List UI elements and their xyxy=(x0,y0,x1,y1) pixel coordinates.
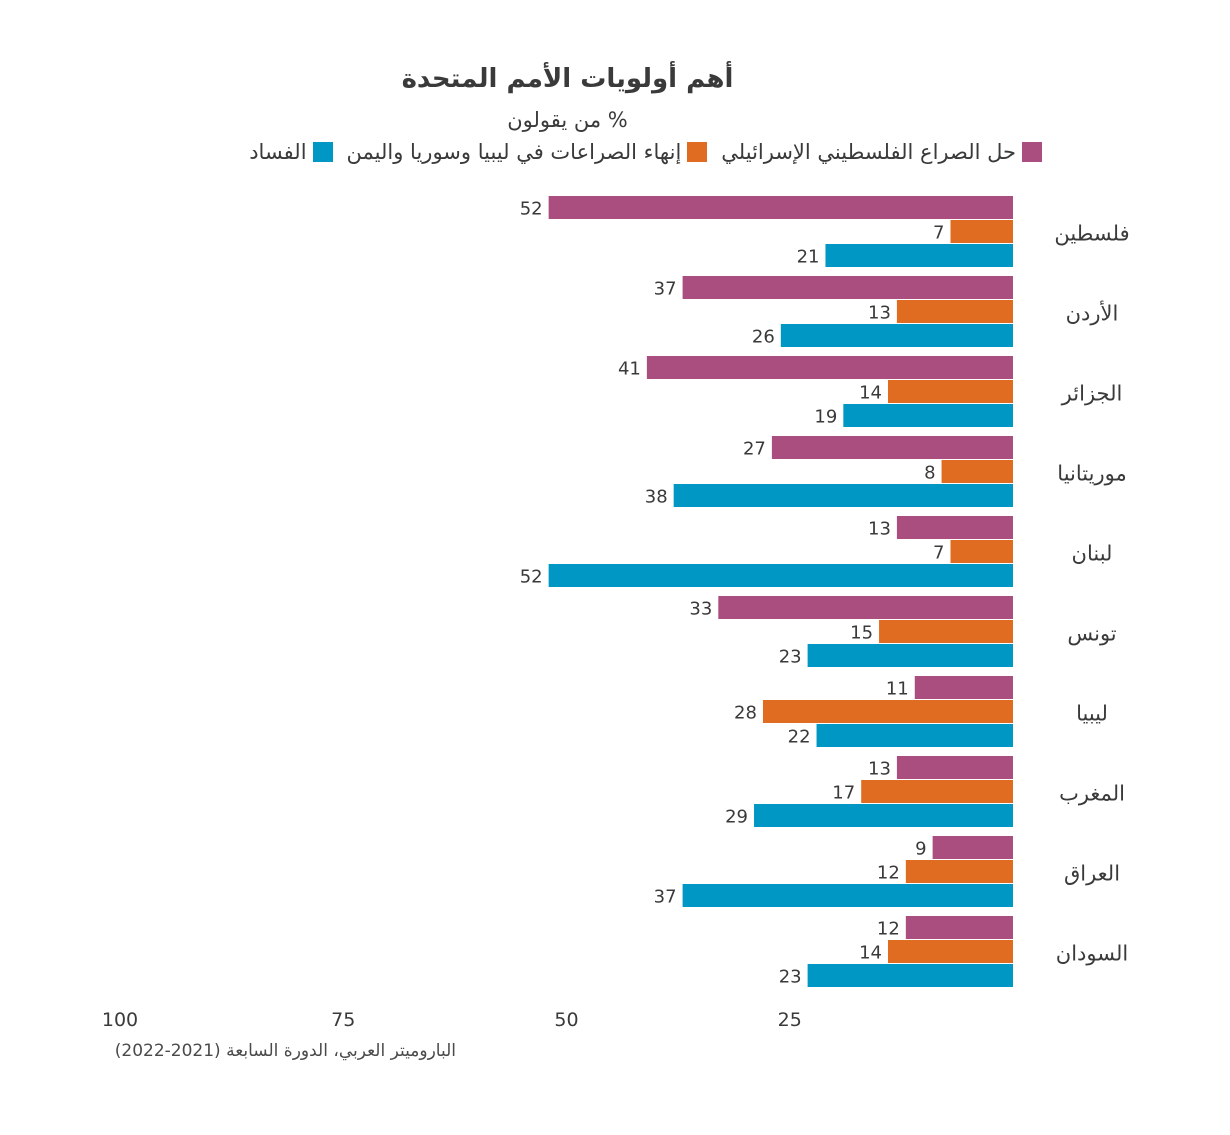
legend-swatch-palestinian-conflict xyxy=(1022,142,1042,162)
chart-title: أهم أولويات الأمم المتحدة xyxy=(401,64,734,94)
bar-value-label: 14 xyxy=(859,943,882,964)
bar-value-label: 12 xyxy=(877,863,900,884)
legend-swatch-end-conflicts xyxy=(687,142,708,162)
category-label: فلسطين xyxy=(1054,222,1129,246)
x-tick-label: 50 xyxy=(554,1009,578,1031)
x-tick-label: 25 xyxy=(778,1009,802,1031)
bar-value-label: 13 xyxy=(868,519,891,540)
bar-end-conflicts xyxy=(950,540,1013,563)
category-label: ليبيا xyxy=(1076,702,1108,726)
bar-end-conflicts xyxy=(762,700,1013,723)
bar-value-label: 13 xyxy=(868,303,891,324)
bar-value-label: 33 xyxy=(689,599,712,620)
bar-end-conflicts xyxy=(879,620,1013,643)
bar-corruption xyxy=(780,324,1013,347)
bar-corruption xyxy=(548,564,1013,587)
bar-corruption xyxy=(825,244,1013,267)
bar-corruption xyxy=(682,884,1013,907)
bar-value-label: 8 xyxy=(924,463,935,484)
bar-palestinian-conflict xyxy=(932,836,1013,859)
bar-palestinian-conflict xyxy=(896,756,1013,779)
bar-value-label: 21 xyxy=(797,247,820,268)
source-note: الباروميتر العربي، الدورة السابعة (2021-… xyxy=(114,1041,456,1061)
bar-end-conflicts xyxy=(887,380,1013,403)
bar-corruption xyxy=(673,484,1013,507)
bar-corruption xyxy=(843,404,1013,427)
bar-end-conflicts xyxy=(861,780,1013,803)
bar-value-label: 29 xyxy=(725,807,748,828)
legend-label-corruption: الفساد xyxy=(249,140,307,164)
bar-value-label: 52 xyxy=(520,567,543,588)
category-label: لبنان xyxy=(1072,542,1113,566)
bar-value-label: 9 xyxy=(915,839,926,860)
bar-value-label: 15 xyxy=(850,623,873,644)
bar-value-label: 7 xyxy=(933,223,944,244)
legend-item-corruption: الفساد xyxy=(249,140,333,164)
bar-palestinian-conflict xyxy=(548,196,1013,219)
legend: حل الصراع الفلسطيني الإسرائيلي إنهاء الص… xyxy=(80,136,1042,168)
category-label: موريتانيا xyxy=(1057,462,1126,486)
category-label: المغرب xyxy=(1059,782,1125,806)
category-label: السودان xyxy=(1056,942,1128,966)
bar-value-label: 11 xyxy=(886,679,909,700)
bar-value-label: 23 xyxy=(779,647,802,668)
bar-palestinian-conflict xyxy=(914,676,1013,699)
bar-value-label: 7 xyxy=(933,543,944,564)
bar-value-label: 37 xyxy=(654,887,677,908)
bar-value-label: 38 xyxy=(645,487,668,508)
x-tick-label: 100 xyxy=(102,1009,138,1031)
category-label: الجزائر xyxy=(1061,382,1123,406)
legend-label-end-conflicts: إنهاء الصراعات في ليبيا وسوريا واليمن xyxy=(346,140,682,164)
bar-value-label: 28 xyxy=(734,703,757,724)
bar-value-label: 19 xyxy=(814,407,837,428)
bar-end-conflicts xyxy=(941,460,1013,483)
bar-end-conflicts xyxy=(950,220,1013,243)
category-label: العراق xyxy=(1064,862,1120,886)
bar-end-conflicts xyxy=(896,300,1013,323)
bar-value-label: 17 xyxy=(832,783,855,804)
legend-label-palestinian-conflict: حل الصراع الفلسطيني الإسرائيلي xyxy=(721,140,1016,164)
x-tick-label: 75 xyxy=(331,1009,355,1031)
legend-item-end-conflicts: إنهاء الصراعات في ليبيا وسوريا واليمن xyxy=(347,140,708,164)
bar-value-label: 26 xyxy=(752,327,775,348)
bar-value-label: 13 xyxy=(868,759,891,780)
bar-corruption xyxy=(754,804,1013,827)
bar-value-label: 52 xyxy=(520,199,543,220)
bar-value-label: 22 xyxy=(788,727,811,748)
legend-item-palestinian-conflict: حل الصراع الفلسطيني الإسرائيلي xyxy=(721,140,1042,164)
bar-corruption xyxy=(807,964,1013,987)
bar-value-label: 23 xyxy=(779,967,802,988)
bar-end-conflicts xyxy=(887,940,1013,963)
bar-palestinian-conflict xyxy=(718,596,1013,619)
chart-subtitle: % من يقولون xyxy=(507,108,628,132)
bar-end-conflicts xyxy=(905,860,1013,883)
bar-palestinian-conflict xyxy=(771,436,1013,459)
bar-value-label: 14 xyxy=(859,383,882,404)
category-label: تونس xyxy=(1067,622,1116,646)
bar-value-label: 27 xyxy=(743,439,766,460)
bar-palestinian-conflict xyxy=(905,916,1013,939)
bar-corruption xyxy=(816,724,1013,747)
bar-value-label: 12 xyxy=(877,919,900,940)
category-label: الأردن xyxy=(1066,301,1119,326)
legend-swatch-corruption xyxy=(312,142,333,162)
bar-palestinian-conflict xyxy=(646,356,1013,379)
bar-value-label: 41 xyxy=(618,359,641,380)
bar-corruption xyxy=(807,644,1013,667)
bar-palestinian-conflict xyxy=(896,516,1013,539)
bar-palestinian-conflict xyxy=(682,276,1013,299)
bar-value-label: 37 xyxy=(654,279,677,300)
